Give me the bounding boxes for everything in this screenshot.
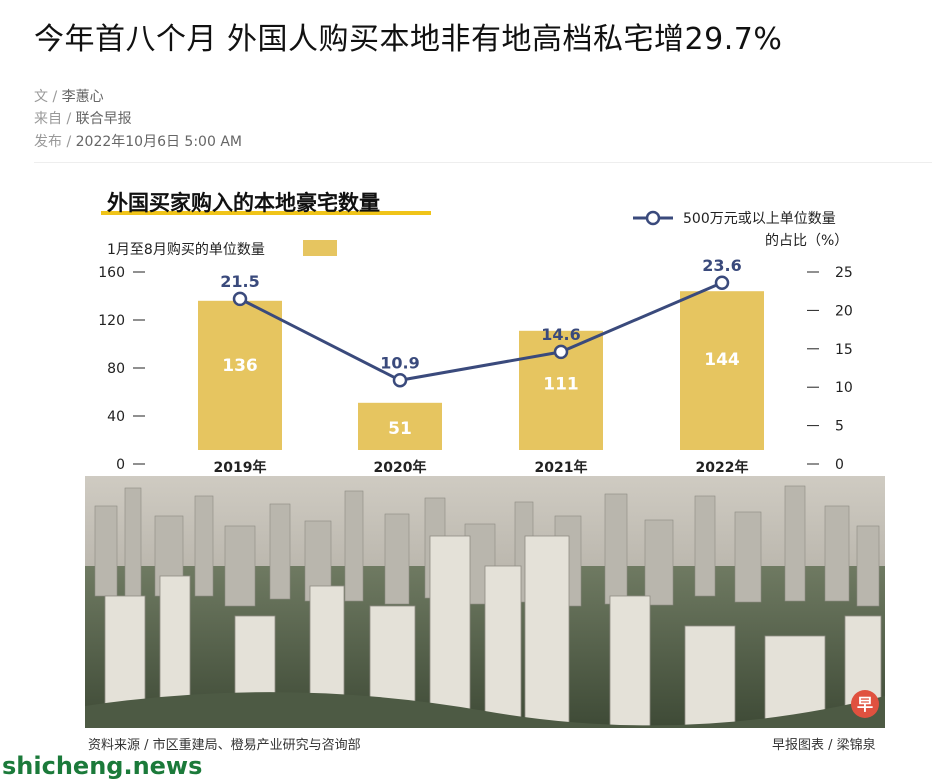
source-name[interactable]: 联合早报 xyxy=(75,111,132,127)
right-tick-label: 15 xyxy=(835,342,853,358)
x-tick-label: 2020年 xyxy=(374,459,427,476)
chart-title: 外国买家购入的本地豪宅数量 xyxy=(107,191,380,215)
line-path xyxy=(239,281,723,382)
line-value-label: 14.6 xyxy=(541,325,580,344)
line-value-label: 21.5 xyxy=(220,272,259,291)
chart-title-underline xyxy=(101,211,431,215)
left-tick-label: 40 xyxy=(107,409,125,425)
source-note: 资料来源 / 市区重建局、橙易产业研究与咨询部 xyxy=(88,738,361,753)
legend-line-label-2: 的占比（%） xyxy=(765,233,848,249)
left-tick-label: 80 xyxy=(107,361,125,377)
line-point xyxy=(553,344,569,360)
bar-value-label: 136 xyxy=(222,356,258,376)
x-tick-label: 2019年 xyxy=(214,459,267,476)
figure-image: 外国买家购入的本地豪宅数量 1月至8月购买的单位数量 500万元或以上单位数量 … xyxy=(85,180,885,728)
bar xyxy=(680,291,764,450)
line-point xyxy=(232,291,248,307)
legend-bar-label: 1月至8月购买的单位数量 xyxy=(107,242,265,258)
bar xyxy=(358,402,442,450)
bar-series: 136 51 111 144 xyxy=(198,291,764,450)
date-value: 2022年10月6日 5:00 AM xyxy=(75,134,242,150)
line-point xyxy=(392,373,408,388)
right-tick-label: 20 xyxy=(835,303,853,319)
left-axis: 0 40 80 120 160 xyxy=(98,265,145,473)
paper-logo-text: 早 xyxy=(857,695,873,714)
left-tick-label: 160 xyxy=(98,265,125,281)
author-line: 文 / 李蕙心 xyxy=(34,86,104,106)
line-point xyxy=(714,275,730,291)
x-tick-label: 2022年 xyxy=(696,459,749,476)
source-line: 来自 / 联合早报 xyxy=(34,108,132,128)
legend-line-marker xyxy=(645,210,661,226)
bar-value-label: 144 xyxy=(704,350,740,370)
line-value-label: 23.6 xyxy=(702,256,741,275)
right-tick-label: 10 xyxy=(835,380,853,396)
date-line: 发布 / 2022年10月6日 5:00 AM xyxy=(34,131,242,151)
divider xyxy=(34,162,932,163)
article-title: 今年首八个月 外国人购买本地非有地高档私宅增29.7% xyxy=(34,22,783,57)
author-key: 文 / xyxy=(34,89,58,105)
city-skyline-photo: 早 xyxy=(85,476,885,728)
legend-line-label-1: 500万元或以上单位数量 xyxy=(683,211,836,227)
left-tick-label: 120 xyxy=(98,313,125,329)
x-tick-label: 2021年 xyxy=(535,459,588,476)
left-tick-label: 0 xyxy=(116,457,125,473)
right-tick-label: 5 xyxy=(835,419,844,435)
source-key: 来自 / xyxy=(34,111,72,127)
legend-bar-swatch xyxy=(303,240,337,256)
graphic-credit: 早报图表 / 梁锦泉 xyxy=(772,738,876,753)
bar-value-label: 51 xyxy=(388,419,412,439)
right-tick-label: 0 xyxy=(835,457,844,473)
paper-logo-icon xyxy=(851,690,879,718)
line-value-label: 10.9 xyxy=(380,353,419,372)
date-key: 发布 / xyxy=(34,134,72,150)
bar-value-label: 111 xyxy=(543,374,579,394)
right-axis: 0 5 10 15 20 25 xyxy=(807,265,853,473)
chart: 外国买家购入的本地豪宅数量 1月至8月购买的单位数量 500万元或以上单位数量 … xyxy=(98,191,853,476)
line-series: 21.5 10.9 14.6 23.6 xyxy=(220,256,742,388)
right-tick-label: 25 xyxy=(835,265,853,281)
x-axis: 2019年 2020年 2021年 2022年 xyxy=(214,459,749,476)
bar xyxy=(198,300,282,450)
author-name[interactable]: 李蕙心 xyxy=(61,89,104,105)
site-watermark: shicheng.news xyxy=(2,752,203,780)
